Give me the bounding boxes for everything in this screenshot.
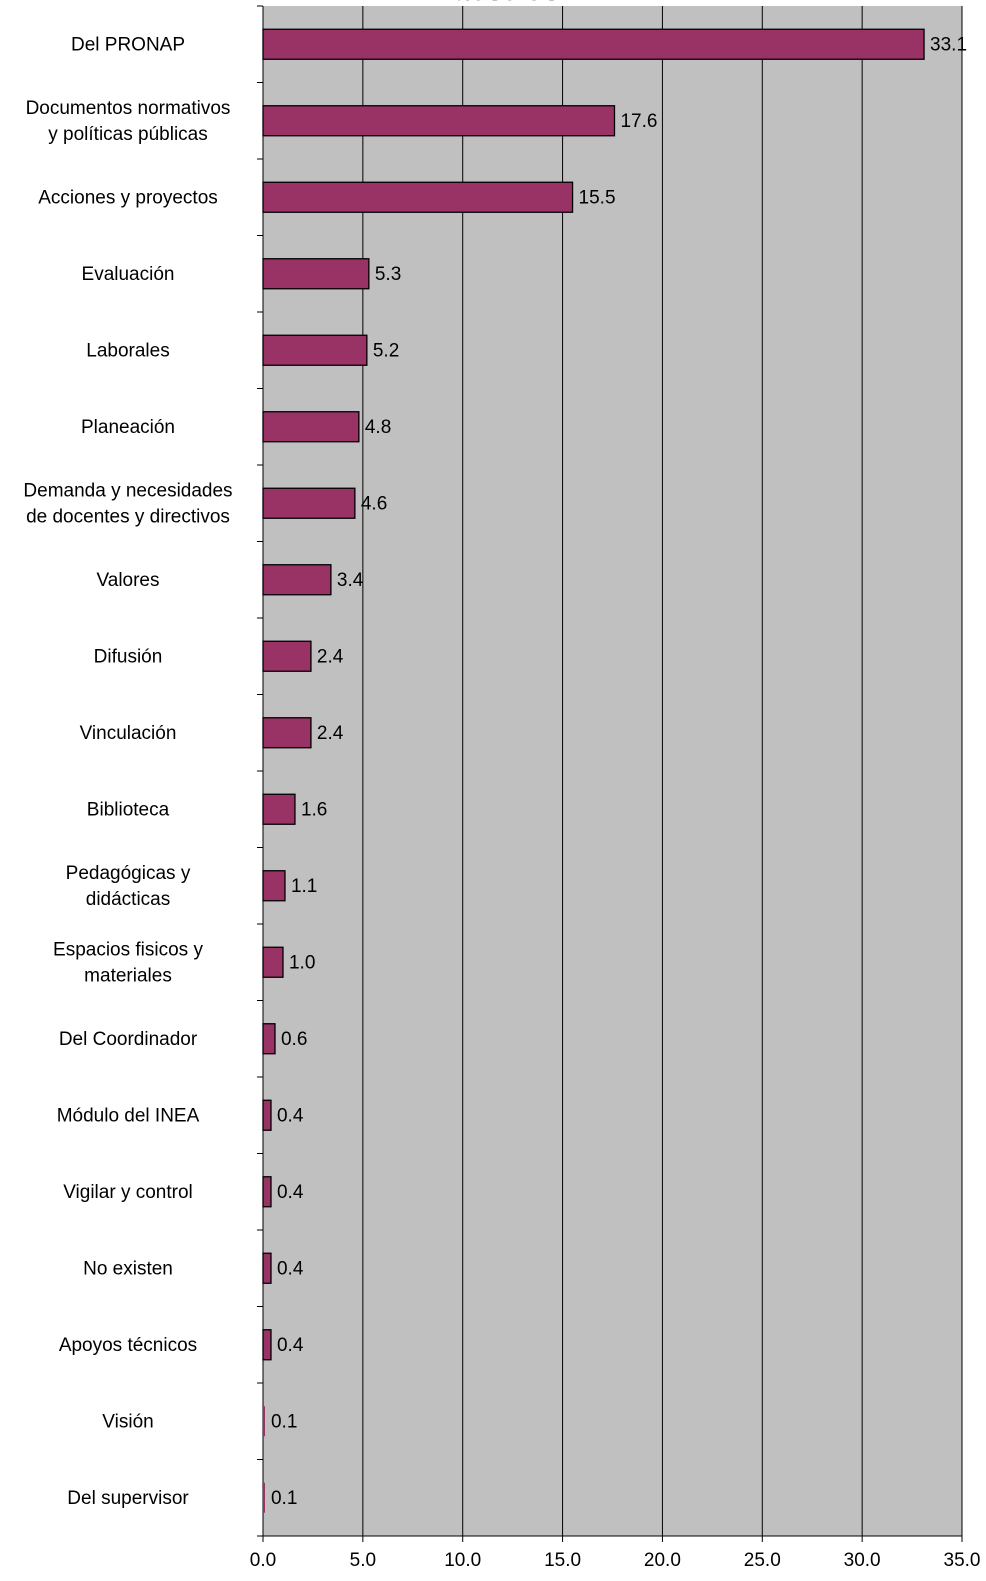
bar — [262, 1252, 272, 1284]
bar — [262, 411, 360, 443]
bar — [262, 181, 574, 213]
data-label: 15.5 — [579, 187, 616, 208]
data-label: 4.6 — [361, 493, 387, 514]
category-label: Laborales — [86, 340, 169, 361]
category-label: Evaluación — [82, 264, 175, 285]
bar — [262, 105, 616, 137]
x-tick-label: 15.0 — [544, 1550, 581, 1571]
category-label: Demanda y necesidades de docentes y direc… — [23, 480, 232, 527]
category-label: Difusión — [94, 646, 163, 667]
category-label: Del Coordinador — [59, 1029, 198, 1050]
category-label: Apoyos técnicos — [59, 1335, 197, 1356]
data-label: 5.2 — [373, 340, 399, 361]
bar — [262, 870, 286, 902]
category-label-line: Laborales — [86, 340, 169, 361]
category-label-line: Evaluación — [82, 264, 175, 285]
bar — [262, 640, 312, 672]
bar — [263, 1406, 265, 1437]
bar — [262, 1176, 272, 1208]
category-label-line: Planeación — [81, 417, 175, 438]
data-label: 1.1 — [291, 876, 317, 897]
category-label-line: Vigilar y control — [63, 1182, 193, 1203]
category-label: Vigilar y control — [63, 1182, 193, 1203]
bar — [262, 793, 296, 825]
bar — [262, 717, 312, 749]
x-tick-label: 20.0 — [644, 1550, 681, 1571]
category-label-line: Vinculación — [80, 723, 177, 744]
category-label-line: Biblioteca — [87, 799, 170, 820]
bar — [262, 258, 370, 290]
category-label-line: Documentos normativos — [26, 98, 231, 119]
category-label: Documentos normativos y políticas pública… — [26, 98, 231, 145]
bar — [262, 946, 284, 978]
bar — [262, 1023, 276, 1055]
data-label: 17.6 — [620, 111, 657, 132]
data-label: 1.6 — [301, 799, 327, 820]
data-label: 5.3 — [375, 264, 401, 285]
data-label: 0.1 — [271, 1411, 297, 1432]
data-label: 0.4 — [277, 1105, 304, 1126]
data-label: 3.4 — [337, 570, 364, 591]
category-label-line: Del Coordinador — [59, 1029, 198, 1050]
x-tick-label: 5.0 — [350, 1550, 376, 1571]
data-label: 33.1 — [930, 34, 967, 55]
data-label: 0.4 — [277, 1335, 304, 1356]
bar — [263, 1482, 265, 1513]
category-label-line: Del supervisor — [67, 1488, 189, 1509]
category-label: Pedagógicas y didácticas — [66, 863, 191, 910]
x-tick-label: 25.0 — [744, 1550, 781, 1571]
data-label: 0.6 — [281, 1029, 307, 1050]
x-tick-label: 0.0 — [250, 1550, 276, 1571]
category-label-line: Módulo del INEA — [57, 1105, 200, 1126]
category-label-line: Espacios fisicos y — [53, 939, 203, 960]
category-label: Planeación — [81, 417, 175, 438]
plot-area — [263, 6, 962, 1536]
x-tick-label: 30.0 — [844, 1550, 881, 1571]
data-label: 4.8 — [365, 417, 391, 438]
category-label-line: Del PRONAP — [71, 34, 185, 55]
category-label-line: Difusión — [94, 646, 163, 667]
x-tick-label: 35.0 — [944, 1550, 981, 1571]
data-label: 1.0 — [289, 952, 315, 973]
data-label: 2.4 — [317, 723, 344, 744]
category-label-line: didácticas — [86, 889, 171, 910]
category-label-line: Acciones y proyectos — [38, 187, 218, 208]
data-label: 2.4 — [317, 646, 344, 667]
category-label: Espacios fisicos y materiales — [53, 939, 203, 986]
data-label: 0.4 — [277, 1258, 304, 1279]
category-label: Vinculación — [80, 723, 177, 744]
bar — [262, 487, 356, 519]
category-label: No existen — [83, 1258, 173, 1279]
bar — [262, 1099, 272, 1131]
data-label: 0.4 — [277, 1182, 304, 1203]
category-label-line: de docentes y directivos — [26, 506, 230, 527]
category-label: Módulo del INEA — [57, 1105, 200, 1126]
chart-title: Maestros — [428, 0, 560, 7]
category-label-line: Pedagógicas y — [66, 863, 191, 884]
data-label: 0.1 — [271, 1488, 297, 1509]
category-label: Del PRONAP — [71, 34, 185, 55]
category-label-line: No existen — [83, 1258, 173, 1279]
category-label-line: y políticas públicas — [48, 124, 207, 145]
category-label: Del supervisor — [67, 1488, 189, 1509]
category-label: Acciones y proyectos — [38, 187, 218, 208]
category-label-line: Apoyos técnicos — [59, 1335, 197, 1356]
bar — [262, 28, 925, 60]
category-label: Valores — [96, 570, 159, 591]
x-tick-label: 10.0 — [444, 1550, 481, 1571]
category-label-line: Visión — [102, 1411, 153, 1432]
category-label-line: materiales — [84, 965, 172, 986]
bar — [262, 564, 332, 596]
bar — [262, 334, 368, 366]
bar — [262, 1329, 272, 1361]
category-label: Visión — [102, 1411, 153, 1432]
category-label: Biblioteca — [87, 799, 170, 820]
category-label-line: Demanda y necesidades — [23, 480, 232, 501]
category-label-line: Valores — [96, 570, 159, 591]
